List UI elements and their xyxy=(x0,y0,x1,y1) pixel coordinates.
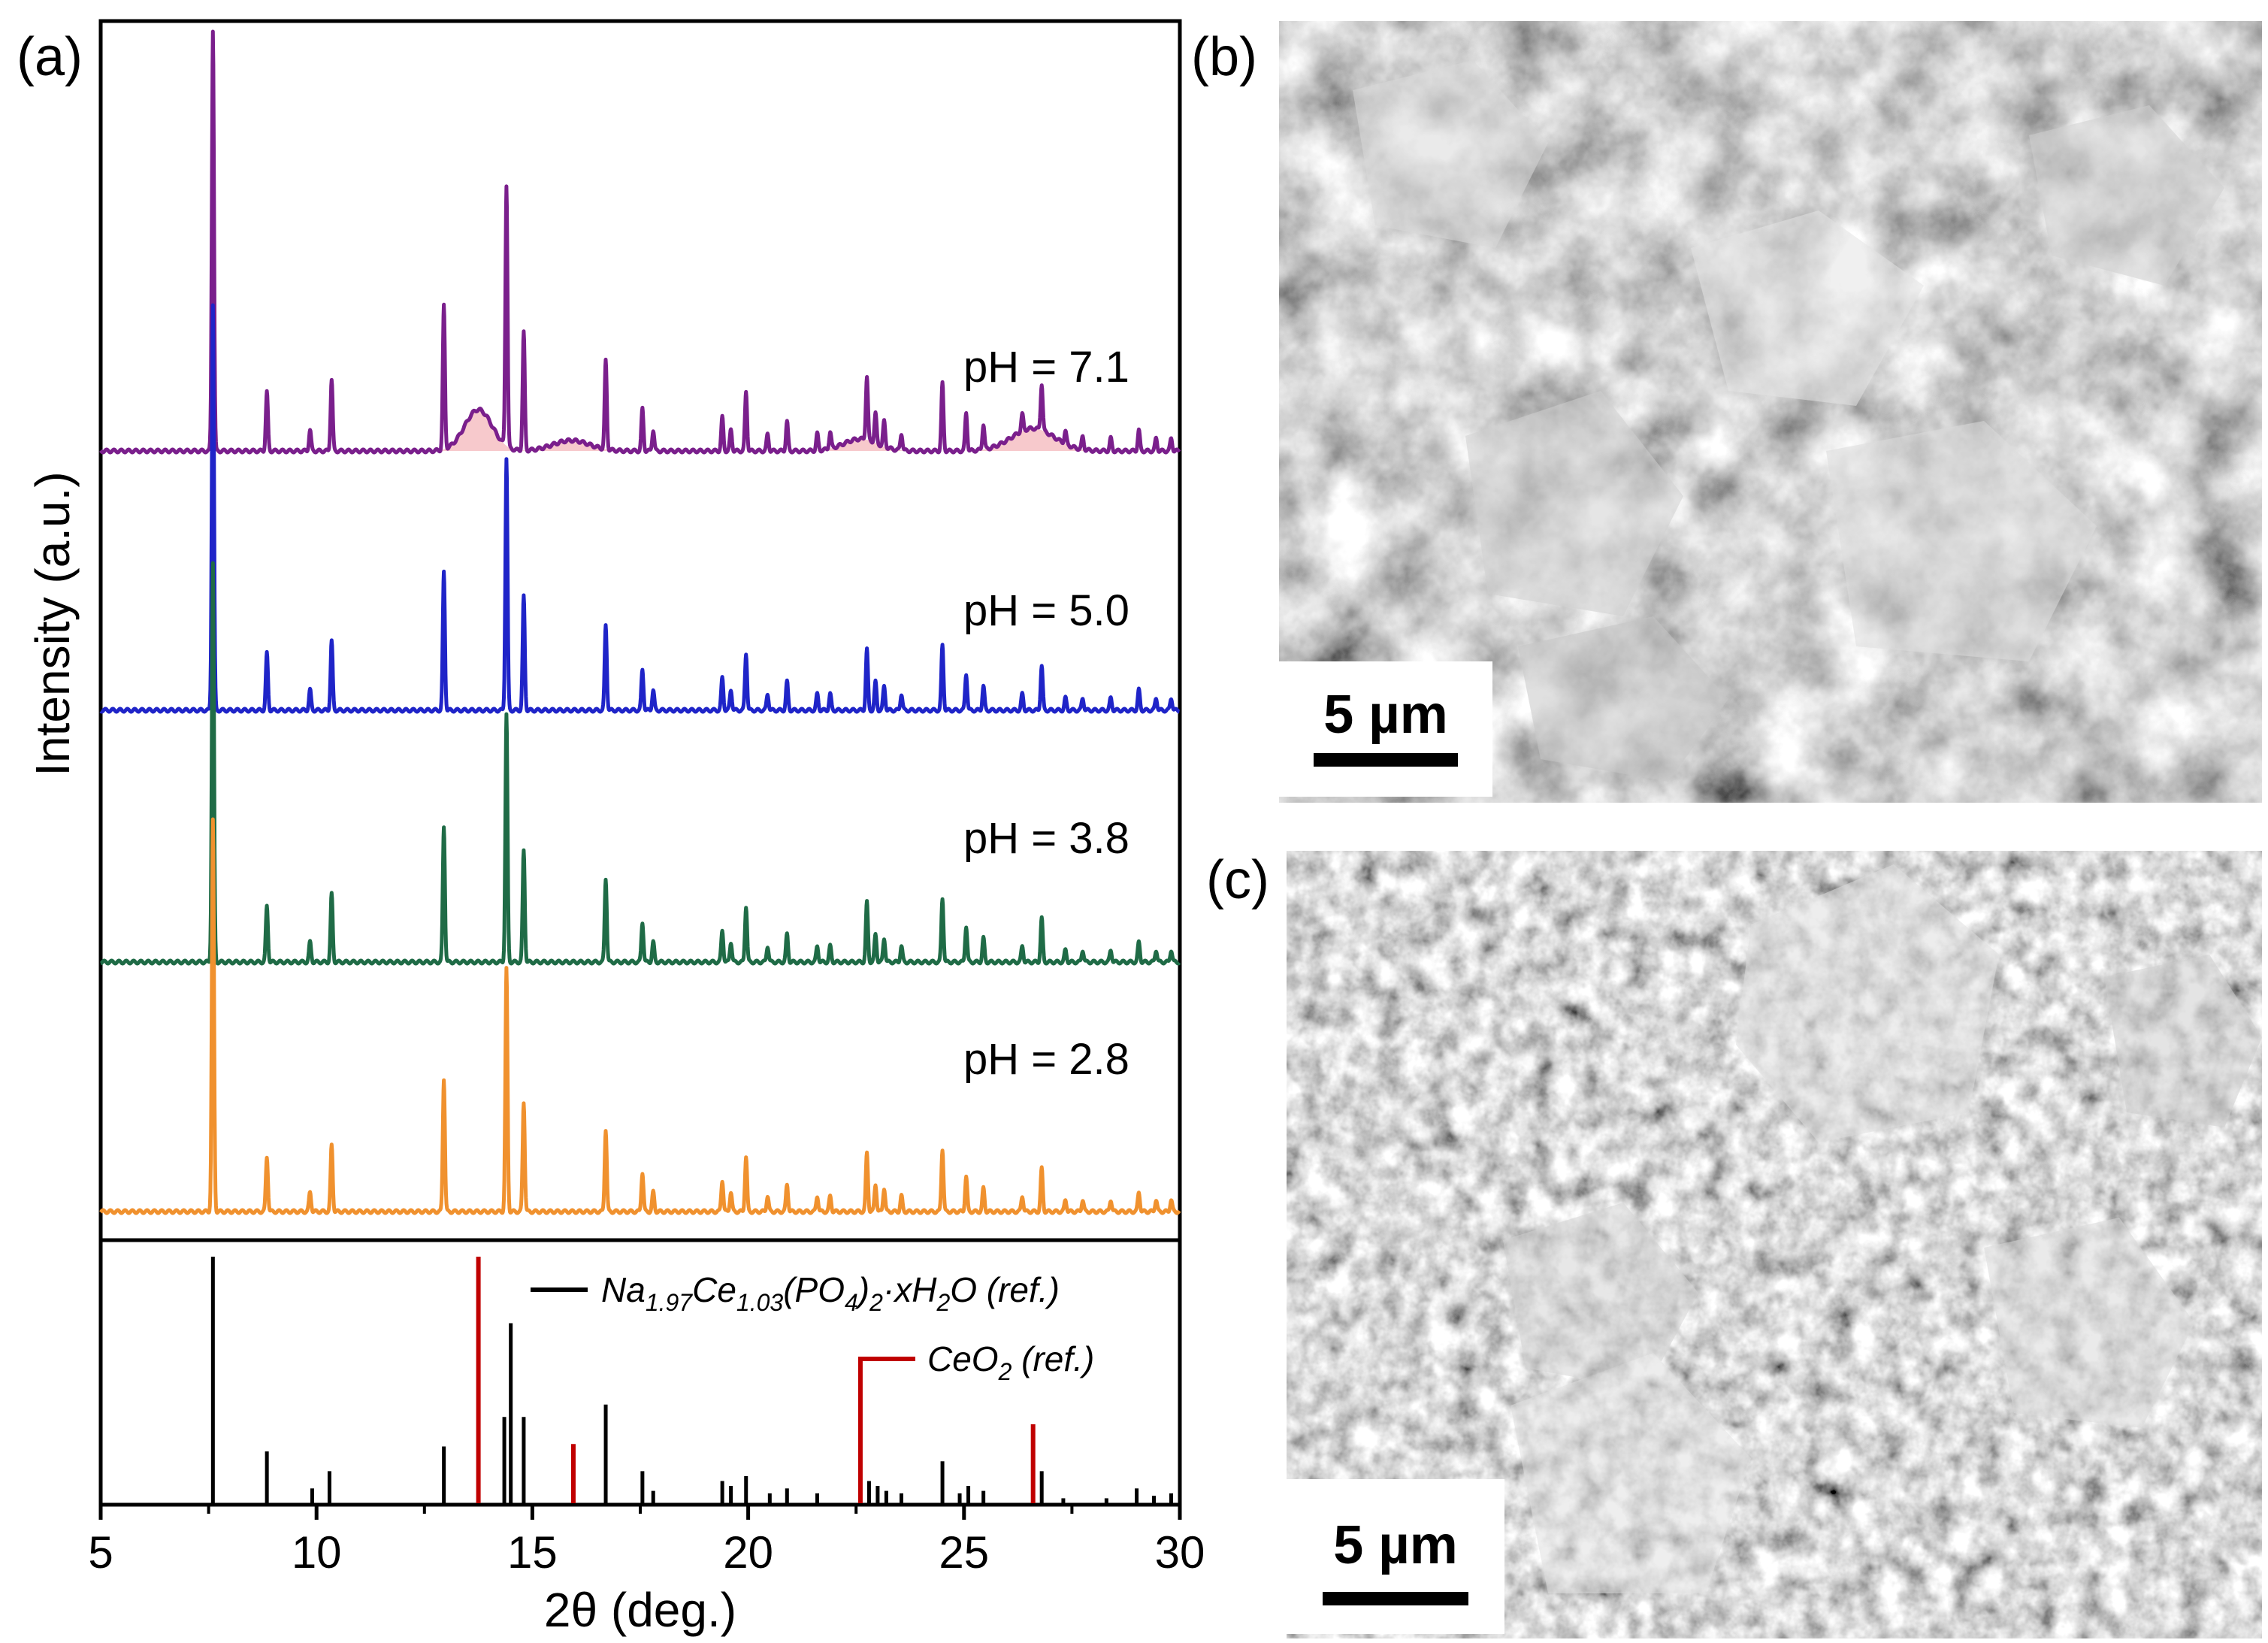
reference-sticks xyxy=(210,1257,1174,1503)
trace-label-ph28: pH = 2.8 xyxy=(963,1035,1129,1084)
legend: Na1.97Ce1.03(PO4)2·xH2O (ref.) CeO2 (ref… xyxy=(531,1270,1094,1385)
trace-label-ph71: pH = 7.1 xyxy=(963,343,1129,392)
trace-label-ph50: pH = 5.0 xyxy=(963,586,1129,635)
x-tick-label-20: 20 xyxy=(723,1527,773,1578)
trace-7.1 xyxy=(99,29,1181,455)
sem-image-b: 5 µm xyxy=(1279,21,2262,803)
xrd-traces xyxy=(99,29,1181,1215)
legend-label-ceo2: CeO2 (ref.) xyxy=(927,1339,1094,1385)
scale-label-b: 5 µm xyxy=(1323,685,1448,745)
x-tick-label-5: 5 xyxy=(88,1527,113,1578)
x-axis-title: 2θ (deg.) xyxy=(544,1583,736,1637)
legend-label-na-ce-phosphate: Na1.97Ce1.03(PO4)2·xH2O (ref.) xyxy=(601,1270,1060,1316)
trace-3.8 xyxy=(99,561,1181,966)
trace-5.0 xyxy=(99,303,1181,714)
sem-image-c: 5 µm xyxy=(1287,851,2262,1638)
trace-label-ph38: pH = 3.8 xyxy=(963,814,1129,863)
scale-label-c: 5 µm xyxy=(1333,1515,1458,1575)
trace-2.8 xyxy=(99,817,1181,1215)
x-tick-label-10: 10 xyxy=(292,1527,342,1578)
x-tick-label-15: 15 xyxy=(507,1527,558,1578)
scale-box-b xyxy=(1279,661,1492,797)
scale-bar-c xyxy=(1323,1592,1468,1605)
x-axis-ticks: 5 10 15 20 25 30 xyxy=(88,1505,1205,1578)
panel-label-b: (b) xyxy=(1191,27,1257,87)
panel-label-c: (c) xyxy=(1206,850,1269,910)
scale-bar-b xyxy=(1314,753,1458,767)
panel-label-a: (a) xyxy=(17,27,83,87)
scale-box-c xyxy=(1287,1479,1504,1634)
y-axis-title: Intensity (a.u.) xyxy=(26,471,80,776)
x-tick-label-25: 25 xyxy=(939,1527,989,1578)
x-tick-label-30: 30 xyxy=(1155,1527,1205,1578)
